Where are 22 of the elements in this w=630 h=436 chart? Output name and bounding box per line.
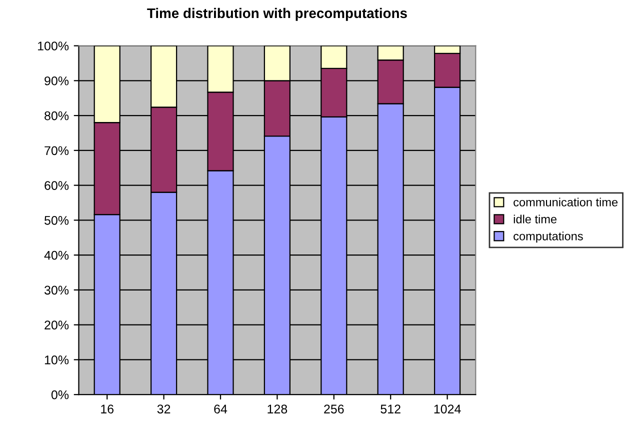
y-tick-label: 50% [44, 216, 69, 225]
y-tick-label: 40% [44, 250, 69, 260]
legend-label: computations [514, 232, 583, 243]
y-tick-label: 20% [44, 320, 69, 330]
y-tick-label: 0% [51, 390, 69, 400]
y-tick-label: 10% [44, 356, 69, 364]
x-tick-label: 32 [157, 404, 170, 414]
x-tick-label: 64 [214, 404, 228, 414]
x-tick-label: 1024 [434, 404, 461, 414]
x-tick-label: 256 [324, 404, 344, 414]
y-tick-label: 30% [44, 286, 69, 295]
x-tick-label: 16 [101, 404, 114, 414]
x-tick-label: 128 [268, 404, 288, 414]
y-tick-label: 100% [38, 42, 69, 50]
chart-title: Time distribution with precomputations [147, 8, 407, 21]
y-tick-label: 70% [44, 146, 69, 156]
y-tick-label: 60% [44, 181, 69, 190]
legend-label: idle time [514, 214, 557, 224]
legend-label: communication time [514, 198, 618, 206]
x-tick-label: 512 [380, 404, 400, 414]
y-tick-label: 80% [44, 111, 69, 120]
y-tick-label: 90% [44, 76, 69, 86]
